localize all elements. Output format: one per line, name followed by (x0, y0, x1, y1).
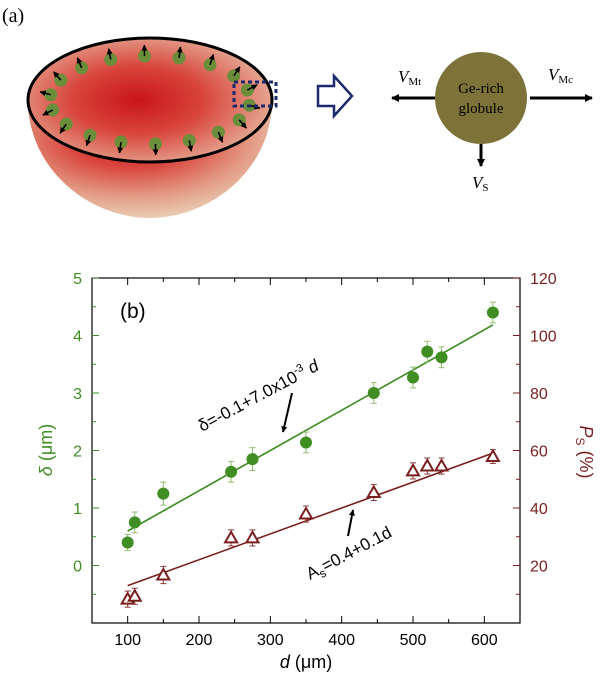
hollow-arrow-icon (316, 72, 354, 120)
data-point-ps (298, 506, 314, 520)
y-tick-label-left: 2 (73, 444, 82, 461)
x-tick-label: 500 (400, 632, 427, 649)
data-point-delta (246, 453, 259, 466)
data-point-ps (433, 458, 450, 472)
data-point-delta (367, 387, 380, 399)
right-axis-label: PS (%) (573, 425, 596, 478)
equation-delta: δ=-0.1+7.0x10-3 d (194, 355, 322, 436)
data-point-delta (121, 536, 134, 549)
y-tick-label-left: 1 (73, 501, 82, 518)
data-point-delta (157, 487, 170, 500)
x-tick-label: 200 (186, 632, 213, 649)
outward-arrow-icon (106, 48, 113, 60)
outward-arrow-icon (85, 134, 92, 147)
data-point-delta (486, 306, 499, 319)
data-point-ps (155, 566, 172, 581)
inset-box (232, 80, 278, 108)
outward-arrow-icon (59, 123, 67, 134)
data-point-delta (421, 345, 434, 358)
x-axis-label: d (μm) (280, 652, 332, 672)
y-tick-label-left: 4 (73, 329, 82, 346)
data-point-ps (405, 462, 421, 477)
x-tick-label: 100 (114, 632, 141, 649)
outward-arrow-icon (39, 90, 51, 97)
data-point-delta (407, 371, 419, 384)
data-point-delta (300, 436, 312, 449)
outward-arrow-icon (52, 71, 62, 81)
y-tick-label-right: 120 (530, 271, 557, 288)
y-tick-label-right: 20 (530, 559, 548, 576)
outward-arrow-icon (187, 140, 194, 152)
data-point-ps (127, 588, 143, 602)
left-axis-label: δ (μm) (36, 424, 56, 476)
outward-arrow-icon (233, 66, 241, 77)
equation-as-pointer (347, 509, 355, 537)
data-point-delta (435, 351, 448, 364)
globule-text-line2: globule (459, 101, 504, 117)
x-tick-label: 400 (328, 632, 355, 649)
data-point-ps (419, 458, 435, 472)
fit-line-delta (127, 324, 494, 532)
equation-delta-pointer (281, 392, 293, 433)
globule-dots (39, 44, 261, 156)
outward-arrow-icon (176, 46, 183, 59)
outward-arrow-icon (208, 53, 215, 66)
outward-arrow-icon (42, 109, 53, 116)
outward-arrow-icon (76, 57, 83, 69)
y-tick-label-right: 60 (530, 444, 548, 461)
y-tick-label-right: 40 (530, 501, 548, 518)
label-vs: VS (472, 173, 489, 194)
y-tick-label-left: 0 (73, 559, 82, 576)
data-point-delta (225, 465, 238, 478)
y-tick-label-left: 5 (73, 271, 82, 288)
y-tick-label-right: 100 (530, 329, 557, 346)
panel-a-label: (a) (2, 5, 24, 27)
y-tick-label-right: 80 (530, 386, 548, 403)
outward-arrow-icon (247, 84, 258, 91)
data-point-ps (366, 484, 382, 498)
label-vmc: VMc (548, 65, 573, 86)
panel-a: (a) Ge-rich globule VMt VMc VS (2, 5, 593, 218)
x-tick-label: 600 (471, 632, 498, 649)
outward-arrow-icon (117, 141, 124, 154)
data-point-ps (244, 529, 261, 544)
data-point-delta (128, 516, 141, 529)
outward-arrow-icon (217, 131, 224, 143)
outward-arrow-icon (238, 119, 248, 129)
data-point-ps (223, 529, 239, 544)
plot-content: 100 200 300 400 500 600 0 1 2 3 4 5 20 40 60 80 100 120 (73, 271, 557, 649)
data-point-ps (485, 448, 501, 463)
label-vmt: VMt (398, 67, 421, 88)
panel-b-label: (b) (120, 300, 146, 323)
x-tick-label: 300 (257, 632, 284, 649)
globule-text-line1: Ge-rich (458, 81, 504, 97)
panel-b-chart: 100 200 300 400 500 600 0 1 2 3 4 5 20 40 60 80 100 120 (… (36, 271, 596, 672)
ge-rich-globule (435, 52, 527, 144)
y-tick-label-left: 3 (73, 386, 82, 403)
